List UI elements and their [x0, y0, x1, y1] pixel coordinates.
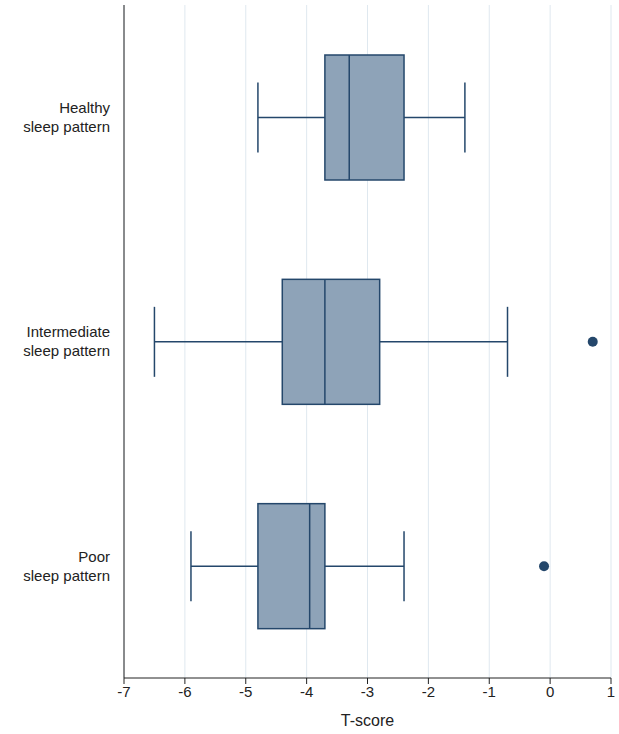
svg-text:1: 1 [607, 683, 611, 700]
svg-text:Intermediatesleep pattern: Intermediatesleep pattern [23, 323, 110, 359]
svg-text:-4: -4 [300, 683, 313, 700]
svg-text:0: 0 [546, 683, 554, 700]
svg-text:-2: -2 [422, 683, 435, 700]
svg-text:-3: -3 [361, 683, 374, 700]
svg-text:-7: -7 [117, 683, 130, 700]
svg-text:-5: -5 [239, 683, 252, 700]
svg-text:-6: -6 [178, 683, 191, 700]
svg-text:-1: -1 [483, 683, 496, 700]
svg-text:T-score: T-score [341, 712, 394, 729]
svg-text:Healthysleep pattern: Healthysleep pattern [23, 99, 110, 135]
svg-text:Poorsleep pattern: Poorsleep pattern [23, 548, 110, 584]
